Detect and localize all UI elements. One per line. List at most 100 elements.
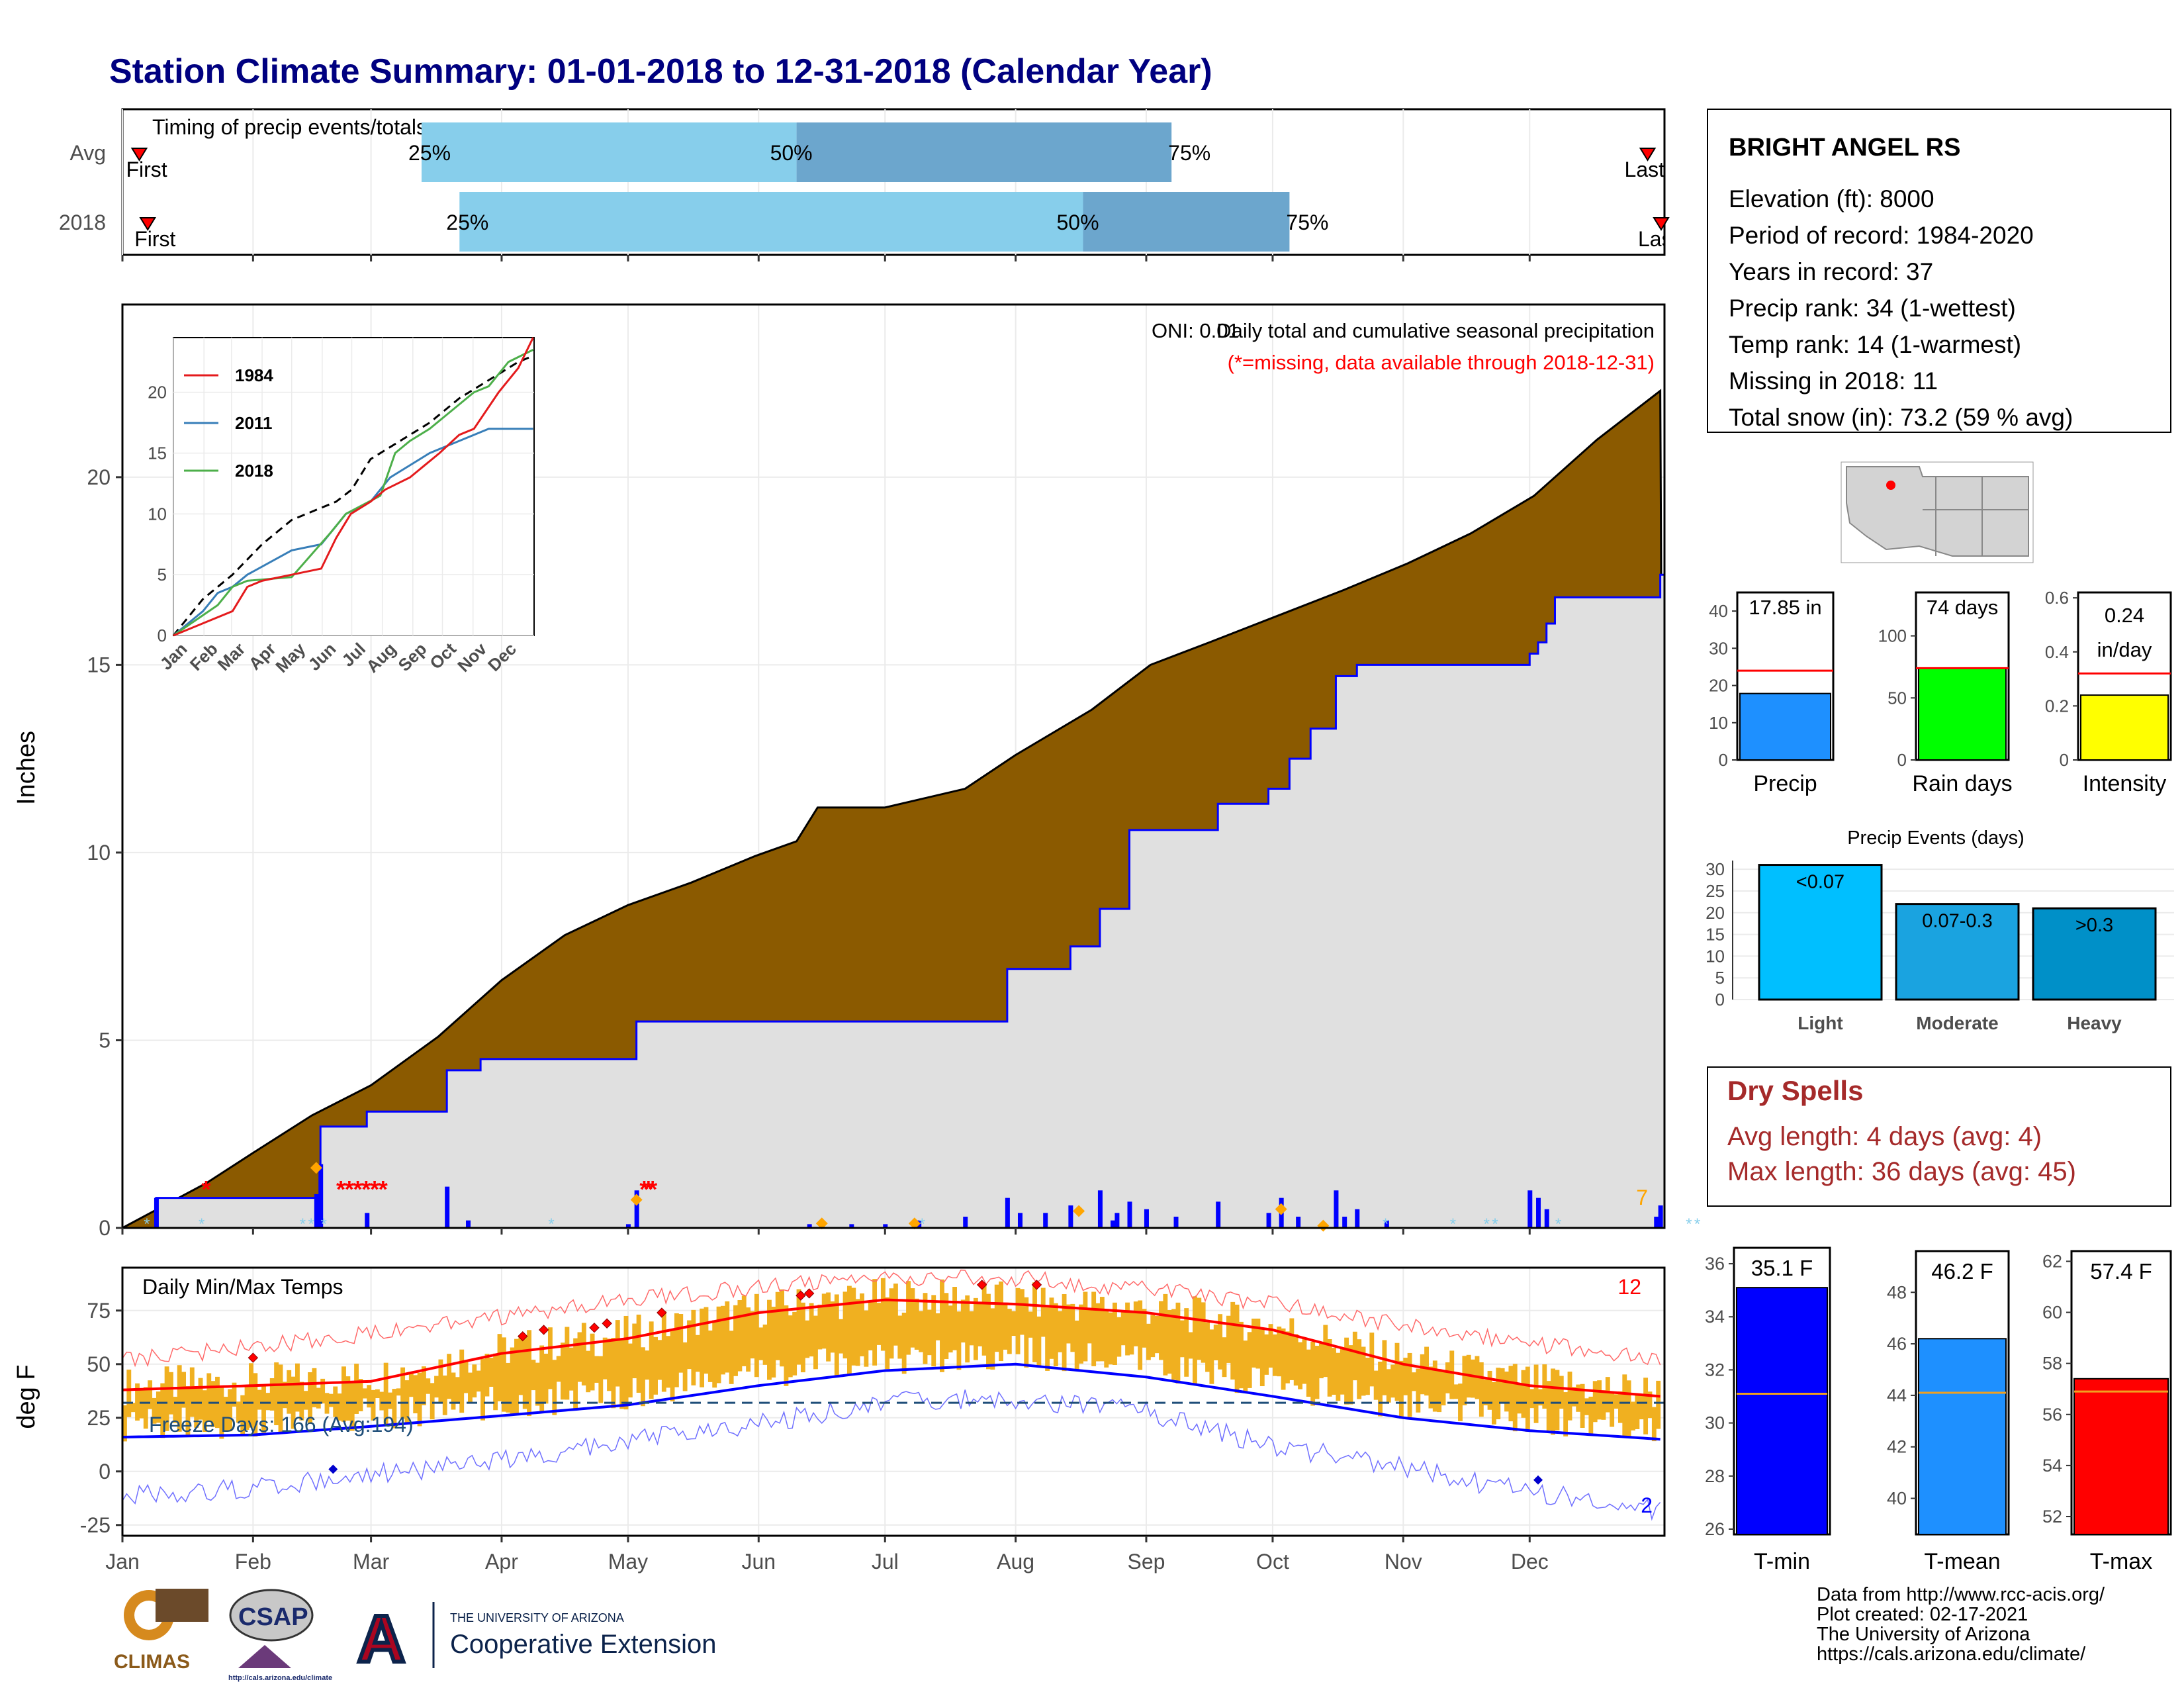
precip-frame [121,303,1666,1229]
first-event-label: First [126,158,167,181]
daily-temp-bar [594,1356,599,1383]
station-info-line: Temp rank: 14 (1-warmest) [1729,331,2021,358]
inset-series-1984 [173,337,534,637]
timing-bar-50-75 [1083,192,1290,252]
daily-temp-bar [1120,1310,1126,1346]
daily-temp-bar [514,1338,519,1415]
timing-p25-label: 25% [446,211,488,234]
daily-temp-bar [1285,1331,1290,1383]
daily-temp-bar [1045,1307,1050,1371]
daily-temp-bar [645,1350,650,1380]
daily-temp-bar [1398,1360,1404,1419]
daily-temp-bar [484,1354,490,1397]
event-bar-light [1758,864,1883,1001]
record-high-marker [803,1288,815,1299]
daily-temp-bar [1416,1368,1421,1413]
mini-bar-ytick-label: 30 [1709,638,1728,658]
temp-bar-name: T-max [2090,1549,2152,1574]
last-event-marker [1639,148,1657,162]
daily-temp-bar [312,1368,317,1407]
credit-line-2: Plot created: 02-17-2021 [1817,1604,2028,1625]
daily-temp-bar [1479,1362,1484,1417]
daily-precip-bar [365,1213,370,1228]
daily-temp-bar [320,1378,326,1404]
snow-mark: * [300,1215,306,1233]
daily-temp-bar [931,1295,936,1367]
daily-temp-bar [1036,1316,1042,1366]
daily-temp-bar [510,1347,515,1415]
daily-precip-bar [1658,1205,1663,1228]
daily-temp-bar [367,1385,372,1408]
record-high-marker [976,1280,987,1290]
event-category-label: Light [1797,1013,1843,1033]
daily-temp-bar [181,1372,186,1408]
daily-temp-bar [358,1379,363,1411]
temp-bar-value-label: 35.1 F [1751,1256,1813,1280]
daily-temp-bar [666,1336,671,1388]
month-label: Sep [1127,1550,1165,1573]
inset-ytick-label: 5 [158,565,167,585]
temps-panel: -25 0 25 50 75 deg F Daily Min/Max Temps Freeze… [13,1266,1666,1537]
daily-temp-bar [1053,1303,1058,1367]
daily-temp-bar [569,1347,574,1391]
daily-temp-bar [1108,1312,1113,1365]
event-category-label: Moderate [1916,1013,1998,1033]
station-info-line: Missing in 2018: 11 [1729,367,1938,395]
daily-temp-bar [139,1390,144,1419]
temp-bar-value-label: 46.2 F [1931,1259,1993,1284]
daily-temp-bar [472,1364,477,1398]
daily-precip-bar [1216,1201,1221,1228]
dry-spells-max: Max length: 36 days (avg: 45) [1727,1157,2076,1186]
daily-temp-bar [889,1288,894,1359]
daily-temp-bar [1003,1303,1008,1350]
event-bar-label: <0.07 [1796,872,1844,893]
daily-temp-bar [1563,1392,1569,1437]
daily-precip-bar [1296,1216,1301,1228]
max-event-diamond [1275,1203,1287,1215]
mini-bar-ytick-label: 0.6 [2045,588,2069,608]
daily-temp-bar [269,1378,275,1411]
daily-temp-bar [1491,1382,1496,1425]
daily-temp-bar [173,1397,178,1423]
daily-temp-bar [919,1311,924,1352]
daily-temp-bar [758,1327,764,1360]
temperature-summary-bars: 26 28 30 32 34 36 35.1 F T-min 40 42 44 46 48 46.2 F T… [1705,1246,2172,1574]
temp-bar-ytick-label: 60 [2042,1303,2062,1323]
record-high-marker [518,1331,528,1342]
daily-temp-bar [700,1308,705,1387]
temps-frame [121,1266,1666,1537]
daily-temp-bar [826,1292,831,1362]
daily-temp-bar [682,1342,688,1391]
daily-temp-bar [901,1312,907,1374]
daily-temp-bar [1437,1369,1442,1413]
snow-mark: * [1484,1215,1490,1233]
daily-temp-bar [821,1293,827,1349]
daily-temp-bar [1614,1394,1619,1409]
daily-temp-bar [1428,1366,1433,1409]
ua-letter-icon: A [357,1602,405,1676]
daily-temp-bar [392,1389,397,1429]
daily-temp-bar [906,1281,911,1355]
daily-temp-bar [1357,1339,1362,1399]
record-high-count: 12 [1617,1275,1641,1299]
page-title: Station Climate Summary: 01-01-2018 to 1… [109,52,1212,91]
daily-temp-bar [1032,1282,1037,1362]
month-label: Aug [997,1550,1034,1573]
daily-temp-bar [1588,1396,1594,1434]
daily-temp-bar [1091,1291,1097,1366]
daily-precip-bar [963,1216,968,1228]
daily-temp-bar [792,1311,797,1376]
daily-temp-bar [741,1295,747,1366]
temp-bar-t-min [1736,1287,1828,1536]
max-event-diamond [815,1217,828,1230]
daily-temp-bar [1567,1372,1572,1421]
daily-temp-bar [257,1389,262,1410]
daily-temp-bar [198,1378,203,1420]
daily-temp-bar [400,1367,406,1419]
daily-temp-bar [754,1293,759,1378]
daily-temp-bar [1133,1301,1138,1346]
inset-cumulative-panel: 05101520198420112018JanFebMarAprMayJunJu… [148,337,535,677]
daily-temp-bar [661,1311,666,1392]
daily-temp-bar [1074,1320,1079,1370]
